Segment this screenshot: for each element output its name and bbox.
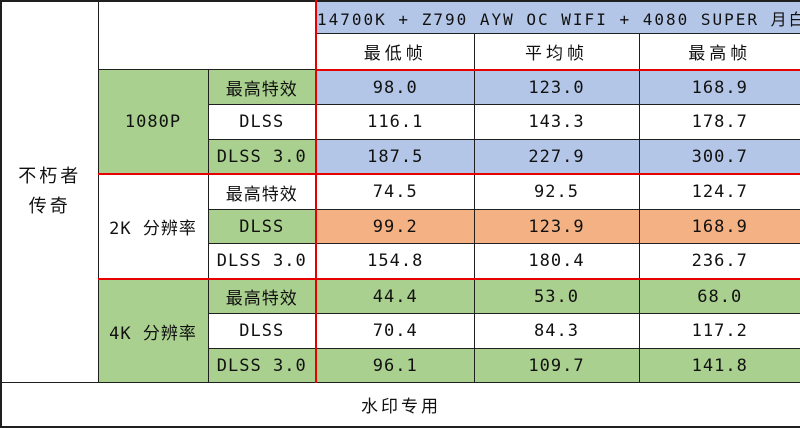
watermark-cell: 水印专用 xyxy=(0,382,800,428)
setting-cell-4k-dlss: DLSS xyxy=(207,313,317,349)
setting-cell-4k-dlss3: DLSS 3.0 xyxy=(207,347,317,384)
setting-cell-1080p-dlss3: DLSS 3.0 xyxy=(207,138,317,176)
fps-cell-4k-dlss3-avg: 109.7 xyxy=(473,347,640,384)
fps-cell-2k-ultra-max: 124.7 xyxy=(638,173,800,210)
game-name-line1: 不朽者 xyxy=(18,166,82,188)
fps-cell-2k-dlss-max: 168.9 xyxy=(638,208,800,245)
column-header-max-fps: 最高帧 xyxy=(638,33,800,71)
column-header-min-fps: 最低帧 xyxy=(315,33,475,71)
fps-cell-1080p-dlss3-min: 187.5 xyxy=(315,138,475,176)
setting-cell-2k-dlss: DLSS xyxy=(207,208,317,245)
fps-cell-2k-ultra-avg: 92.5 xyxy=(473,173,640,210)
fps-cell-1080p-dlss3-avg: 227.9 xyxy=(473,138,640,176)
fps-cell-4k-dlss-min: 70.4 xyxy=(315,313,475,349)
fps-cell-2k-ultra-min: 74.5 xyxy=(315,173,475,210)
fps-cell-1080p-dlss-min: 116.1 xyxy=(315,104,475,140)
empty-corner-cell xyxy=(97,0,317,71)
fps-cell-2k-dlss-avg: 123.9 xyxy=(473,208,640,245)
fps-cell-2k-dlss3-avg: 180.4 xyxy=(473,243,640,280)
fps-cell-2k-dlss3-min: 154.8 xyxy=(315,243,475,280)
fps-cell-1080p-dlss3-max: 300.7 xyxy=(638,138,800,176)
fps-cell-1080p-ultra-min: 98.0 xyxy=(315,68,475,106)
fps-cell-1080p-dlss-max: 178.7 xyxy=(638,104,800,140)
setting-cell-1080p-dlss: DLSS xyxy=(207,104,317,140)
fps-cell-1080p-ultra-avg: 123.0 xyxy=(473,68,640,106)
setting-cell-2k-dlss3: DLSS 3.0 xyxy=(207,243,317,280)
setting-cell-4k-ultra: 最高特效 xyxy=(207,277,317,315)
fps-cell-4k-ultra-min: 44.4 xyxy=(315,277,475,315)
game-name-line2: 传奇 xyxy=(28,196,71,218)
fps-cell-4k-ultra-max: 68.0 xyxy=(638,277,800,315)
resolution-cell-2k: 2K 分辨率 xyxy=(97,173,209,280)
fps-cell-4k-dlss3-max: 141.8 xyxy=(638,347,800,384)
system-config-header: 14700K + Z790 AYW OC WIFI + 4080 SUPER 月… xyxy=(314,0,800,35)
setting-cell-2k-ultra: 最高特效 xyxy=(207,173,317,210)
fps-cell-2k-dlss-min: 99.2 xyxy=(315,208,475,245)
fps-cell-4k-dlss3-min: 96.1 xyxy=(315,347,475,384)
fps-cell-4k-dlss-max: 117.2 xyxy=(638,313,800,349)
fps-cell-2k-dlss3-max: 236.7 xyxy=(638,243,800,280)
column-header-avg-fps: 平均帧 xyxy=(473,33,640,71)
fps-cell-1080p-dlss-avg: 143.3 xyxy=(473,104,640,140)
game-name-cell: 不朽者 传奇 xyxy=(0,0,99,384)
resolution-cell-4k: 4K 分辨率 xyxy=(97,277,209,384)
fps-cell-1080p-ultra-max: 168.9 xyxy=(638,68,800,106)
fps-cell-4k-dlss-avg: 84.3 xyxy=(473,313,640,349)
setting-cell-1080p-ultra: 最高特效 xyxy=(207,69,317,106)
resolution-cell-1080p: 1080P xyxy=(97,69,209,176)
fps-cell-4k-ultra-avg: 53.0 xyxy=(473,277,640,315)
